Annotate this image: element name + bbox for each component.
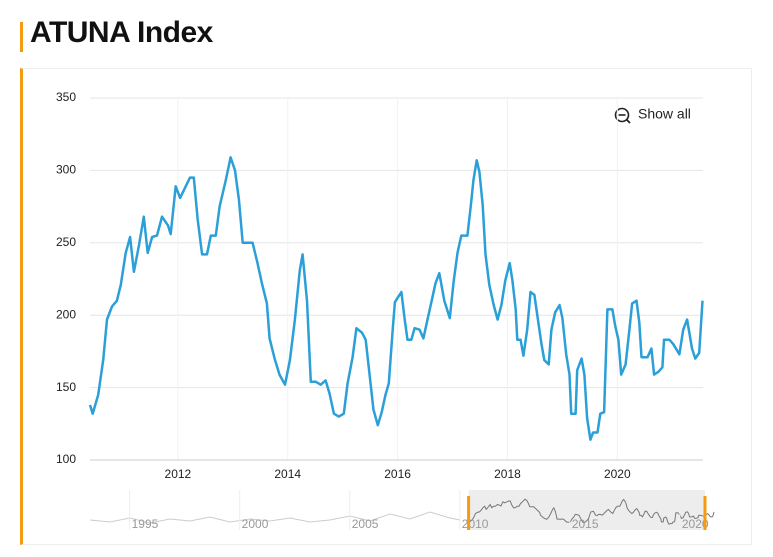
y-tick-label: 200 xyxy=(56,307,76,321)
x-tick-label: 2014 xyxy=(274,467,301,481)
x-tick-label: 2012 xyxy=(165,467,192,481)
navigator-tick-label: 2015 xyxy=(572,517,599,531)
show-all-button[interactable]: Show all xyxy=(614,106,691,124)
x-tick-label: 2020 xyxy=(604,467,631,481)
zoom-icon xyxy=(614,107,630,123)
navigator-handle xyxy=(467,496,471,530)
y-tick-label: 150 xyxy=(56,380,76,394)
y-tick-label: 250 xyxy=(56,235,76,249)
navigator-tick-label: 2010 xyxy=(462,517,489,531)
page-title: ATUNA Index xyxy=(30,16,213,49)
navigator-tick-label: 1995 xyxy=(132,517,159,531)
y-tick-label: 300 xyxy=(56,163,76,177)
x-tick-label: 2016 xyxy=(384,467,411,481)
data-line xyxy=(88,156,704,441)
navigator-tick-label: 2000 xyxy=(242,517,269,531)
navigator-history-line xyxy=(89,511,461,524)
y-tick-label: 350 xyxy=(56,90,76,104)
navigator-handle xyxy=(703,496,707,530)
x-tick-label: 2018 xyxy=(494,467,521,481)
navigator-tick-label: 2005 xyxy=(352,517,379,531)
title-accent xyxy=(20,22,23,52)
zoom-icon-handle xyxy=(625,118,631,124)
navigator-tick-label: 2020 xyxy=(682,517,709,531)
y-tick-label: 100 xyxy=(56,452,76,466)
show-all-label[interactable]: Show all xyxy=(638,106,691,122)
navigator-line xyxy=(468,498,715,525)
navigator-window xyxy=(468,490,705,530)
chart-panel xyxy=(20,68,752,545)
